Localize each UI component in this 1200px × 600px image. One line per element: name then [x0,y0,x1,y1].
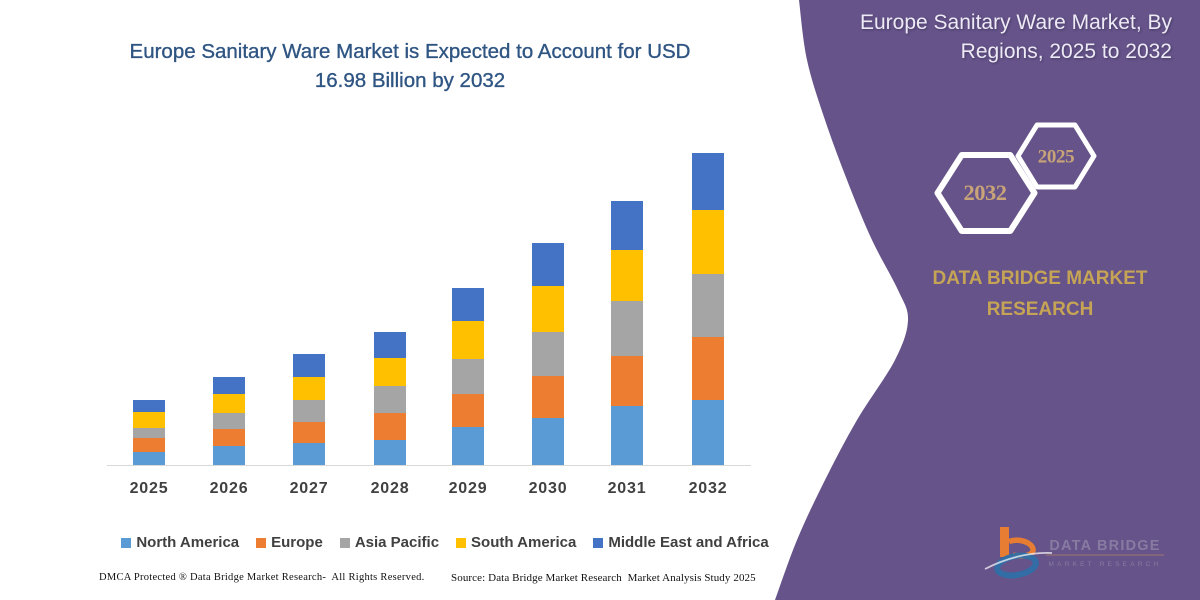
svg-text:2025: 2025 [1038,147,1074,168]
svg-text:2032: 2032 [964,180,1007,205]
svg-text:DATA BRIDGE: DATA BRIDGE [1049,538,1160,554]
svg-text:MARKET RESEARCH: MARKET RESEARCH [1049,561,1162,568]
